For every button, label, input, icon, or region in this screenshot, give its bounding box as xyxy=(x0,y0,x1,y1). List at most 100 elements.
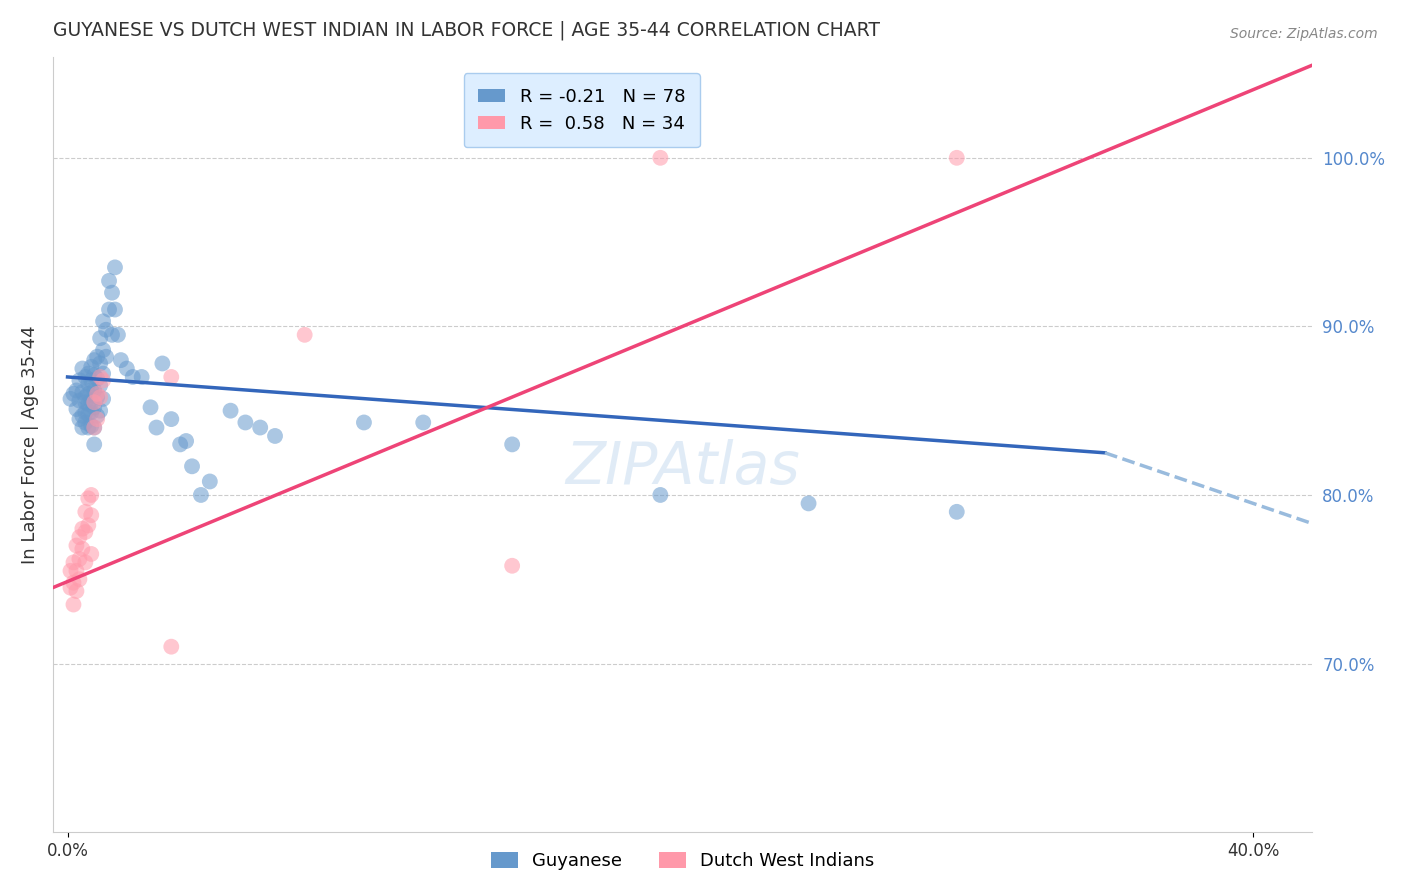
Point xyxy=(72,522,94,536)
Point xyxy=(80,508,103,523)
Point xyxy=(650,151,672,165)
Point xyxy=(235,416,257,430)
Point xyxy=(62,555,84,569)
Point xyxy=(75,395,97,409)
Point xyxy=(94,323,117,337)
Point xyxy=(80,488,103,502)
Point xyxy=(160,370,183,384)
Point xyxy=(86,409,108,423)
Point xyxy=(101,327,124,342)
Point xyxy=(139,401,162,415)
Point xyxy=(86,371,108,385)
Point xyxy=(412,416,434,430)
Point xyxy=(75,555,97,569)
Point xyxy=(131,370,153,384)
Point xyxy=(501,437,523,451)
Point xyxy=(77,376,100,391)
Point xyxy=(91,373,114,387)
Point xyxy=(160,640,183,654)
Point xyxy=(65,402,87,417)
Point xyxy=(75,416,97,430)
Point xyxy=(115,361,138,376)
Point xyxy=(190,488,212,502)
Point xyxy=(65,384,87,398)
Text: Source: ZipAtlas.com: Source: ZipAtlas.com xyxy=(1230,27,1378,41)
Point xyxy=(83,353,105,368)
Point xyxy=(249,420,271,434)
Point xyxy=(107,327,129,342)
Point xyxy=(59,392,82,406)
Point xyxy=(89,331,111,345)
Point xyxy=(98,302,121,317)
Point xyxy=(797,496,820,510)
Point xyxy=(264,429,287,443)
Point xyxy=(501,558,523,573)
Point xyxy=(86,387,108,401)
Point xyxy=(83,395,105,409)
Point xyxy=(72,541,94,556)
Point xyxy=(62,387,84,401)
Point xyxy=(77,407,100,421)
Point xyxy=(101,285,124,300)
Point xyxy=(77,387,100,401)
Point xyxy=(80,395,103,409)
Point xyxy=(67,373,90,387)
Point xyxy=(145,420,167,434)
Point xyxy=(91,343,114,357)
Point xyxy=(110,353,132,368)
Point xyxy=(67,552,90,566)
Point xyxy=(80,373,103,387)
Point xyxy=(104,260,127,275)
Point xyxy=(62,575,84,590)
Point xyxy=(83,368,105,383)
Point xyxy=(91,314,114,328)
Point xyxy=(67,412,90,426)
Point xyxy=(94,350,117,364)
Point xyxy=(67,530,90,544)
Point xyxy=(72,409,94,423)
Point xyxy=(83,401,105,415)
Point xyxy=(75,390,97,404)
Point xyxy=(72,420,94,434)
Point xyxy=(98,274,121,288)
Point xyxy=(83,437,105,451)
Point xyxy=(294,327,316,342)
Point xyxy=(77,491,100,506)
Point xyxy=(91,392,114,406)
Point xyxy=(89,378,111,392)
Point xyxy=(77,518,100,533)
Point xyxy=(91,367,114,381)
Point xyxy=(104,302,127,317)
Point xyxy=(86,350,108,364)
Point xyxy=(59,564,82,578)
Point xyxy=(89,370,111,384)
Point xyxy=(83,420,105,434)
Point xyxy=(65,539,87,553)
Point xyxy=(80,418,103,433)
Y-axis label: In Labor Force | Age 35-44: In Labor Force | Age 35-44 xyxy=(21,325,39,564)
Point xyxy=(83,384,105,398)
Point xyxy=(80,384,103,398)
Point xyxy=(65,564,87,578)
Point xyxy=(150,356,173,370)
Point xyxy=(62,598,84,612)
Point xyxy=(181,459,204,474)
Point xyxy=(945,151,967,165)
Point xyxy=(89,390,111,404)
Point xyxy=(89,403,111,417)
Point xyxy=(86,412,108,426)
Point xyxy=(77,397,100,411)
Point xyxy=(72,361,94,376)
Point xyxy=(121,370,143,384)
Point xyxy=(80,547,103,561)
Point xyxy=(72,385,94,400)
Point xyxy=(650,488,672,502)
Point xyxy=(75,405,97,419)
Point xyxy=(160,412,183,426)
Point xyxy=(77,420,100,434)
Point xyxy=(89,356,111,370)
Point xyxy=(67,393,90,408)
Legend: Guyanese, Dutch West Indians: Guyanese, Dutch West Indians xyxy=(484,845,882,878)
Point xyxy=(219,403,242,417)
Point xyxy=(83,420,105,434)
